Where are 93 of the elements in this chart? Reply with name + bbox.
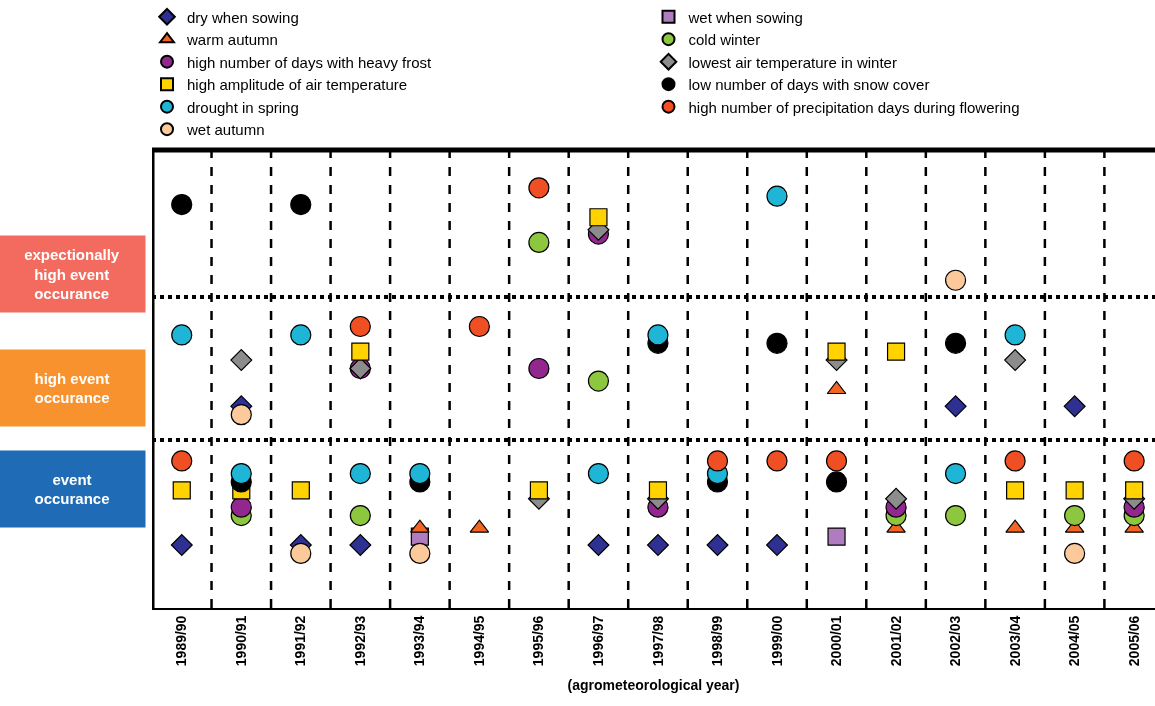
point xyxy=(1125,481,1144,500)
point xyxy=(410,519,430,533)
point xyxy=(825,450,848,472)
point xyxy=(1004,324,1026,346)
point xyxy=(1004,349,1027,372)
point xyxy=(349,315,371,338)
text: expectionally high event occurance xyxy=(24,246,120,302)
x-tick-label: 1990/91 xyxy=(232,615,249,667)
x-tick-label: 2002/03 xyxy=(947,615,964,667)
legend-label: wet autumn xyxy=(186,121,265,139)
point xyxy=(648,481,668,500)
legend-label: lowest air temperature in winter xyxy=(688,53,897,71)
point xyxy=(1064,504,1086,527)
x-tick-label: 2005/06 xyxy=(1125,615,1142,667)
point xyxy=(528,231,550,254)
point xyxy=(647,324,669,346)
x-tick-label: 2004/05 xyxy=(1066,615,1083,667)
point xyxy=(529,481,549,500)
point xyxy=(171,194,193,216)
point xyxy=(349,504,371,527)
point xyxy=(827,527,846,546)
point xyxy=(230,404,252,426)
point xyxy=(291,481,310,500)
legend-label: dry when sowing xyxy=(187,8,299,26)
point xyxy=(886,342,906,361)
x-tick-label: 1999/00 xyxy=(768,615,785,667)
x-tick-label: 1989/90 xyxy=(173,615,190,667)
point xyxy=(468,315,490,338)
point xyxy=(706,450,729,472)
point xyxy=(1065,481,1084,500)
point xyxy=(766,450,788,472)
point xyxy=(409,542,431,564)
point xyxy=(230,349,253,372)
legend-label: high number of days with heavy frost xyxy=(187,53,433,71)
point xyxy=(766,332,788,354)
point xyxy=(1005,519,1025,533)
legend-label: cold winter xyxy=(688,31,761,49)
point xyxy=(766,533,789,556)
x-tick-label: 1997/98 xyxy=(649,615,666,667)
point xyxy=(409,462,431,485)
x-tick-label: 2001/02 xyxy=(887,615,904,667)
point xyxy=(290,542,312,564)
text: event occurance xyxy=(34,470,110,508)
point xyxy=(646,533,669,556)
point xyxy=(825,471,848,493)
point xyxy=(1004,450,1026,472)
legend-label: high number of precipitation days during flowering xyxy=(688,98,1020,116)
point xyxy=(945,332,967,354)
point xyxy=(766,185,788,207)
x-tick-label: 1993/94 xyxy=(411,615,428,667)
point xyxy=(351,342,370,361)
point xyxy=(1006,481,1025,500)
point xyxy=(945,269,967,291)
point xyxy=(1123,450,1145,472)
x-tick-label: 2003/04 xyxy=(1006,615,1023,667)
point xyxy=(885,487,908,510)
x-tick-label: 1992/93 xyxy=(351,615,368,667)
legend-label: drought in spring xyxy=(187,98,299,116)
legend-label: high amplitude of air temperature xyxy=(187,76,408,94)
point xyxy=(171,324,193,346)
x-tick-label: 1995/96 xyxy=(530,615,547,667)
point xyxy=(528,357,550,380)
point xyxy=(170,533,193,556)
legend-label: wet when sowing xyxy=(687,8,803,26)
x-tick-label: 1998/99 xyxy=(709,615,726,667)
point xyxy=(1063,395,1086,418)
point xyxy=(945,462,967,485)
x-axis-title: (agrometeorological year) xyxy=(567,677,740,694)
point xyxy=(587,462,610,485)
x-tick-label: 1994/95 xyxy=(470,615,487,667)
point xyxy=(290,194,312,216)
legend-label: warm autumn xyxy=(186,31,278,49)
point xyxy=(589,208,608,227)
x-tick-label: 1996/97 xyxy=(589,615,606,667)
point xyxy=(349,533,372,556)
legend-label: low number of days with snow cover xyxy=(688,76,930,94)
point xyxy=(172,481,191,500)
x-tick-label: 2000/01 xyxy=(828,615,845,667)
point xyxy=(230,462,252,485)
point xyxy=(349,462,371,485)
point xyxy=(706,533,729,556)
text: high event occurance xyxy=(34,369,110,407)
point xyxy=(587,533,610,556)
point xyxy=(171,450,193,472)
x-tick-label: 1991/92 xyxy=(292,615,309,667)
point xyxy=(1064,542,1086,564)
point xyxy=(587,370,610,392)
point xyxy=(290,324,312,346)
point xyxy=(826,380,847,395)
point xyxy=(945,504,967,527)
point xyxy=(827,342,846,361)
point xyxy=(944,395,967,418)
point xyxy=(528,177,550,199)
